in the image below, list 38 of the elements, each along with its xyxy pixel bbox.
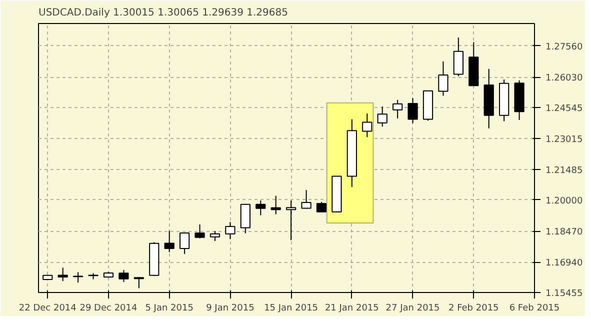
y-tick-label: 1.21485 bbox=[546, 166, 583, 176]
y-tick-label: 1.20000 bbox=[546, 196, 583, 206]
candlestick bbox=[408, 98, 418, 124]
x-tick-label: 22 Dec 2014 bbox=[18, 304, 77, 314]
candlestick bbox=[210, 230, 220, 242]
y-tick-label: 1.27560 bbox=[546, 42, 583, 52]
candlestick bbox=[270, 195, 281, 215]
chart-title: USDCAD.Daily 1.30015 1.30065 1.29639 1.29685 bbox=[38, 8, 288, 18]
x-tick-label: 6 Feb 2015 bbox=[509, 304, 560, 314]
x-tick-label: 21 Jan 2015 bbox=[324, 304, 379, 314]
y-tick-label: 1.23015 bbox=[546, 134, 583, 145]
y-tick-label: 1.16940 bbox=[546, 258, 583, 269]
x-tick-label: 27 Jan 2015 bbox=[386, 304, 440, 314]
candlestick bbox=[453, 37, 464, 77]
y-tick-label: 1.24545 bbox=[546, 104, 583, 114]
candlestick bbox=[225, 222, 236, 240]
candlestick bbox=[240, 203, 250, 234]
candlestick bbox=[286, 200, 296, 241]
candlestick bbox=[134, 276, 144, 289]
candlestick bbox=[58, 267, 68, 282]
x-tick-label: 29 Dec 2014 bbox=[80, 304, 138, 314]
candlestick bbox=[392, 99, 403, 119]
candlestick bbox=[194, 224, 205, 239]
candlestick bbox=[301, 190, 312, 210]
candlestick bbox=[164, 230, 174, 253]
x-tick-label: 5 Jan 2015 bbox=[145, 304, 194, 314]
x-tick-label: 9 Jan 2015 bbox=[206, 304, 254, 314]
x-tick-label: 15 Jan 2015 bbox=[264, 304, 318, 314]
x-tick-label: 2 Feb 2015 bbox=[448, 304, 499, 314]
candlestick bbox=[179, 232, 190, 255]
y-tick-label: 1.26030 bbox=[546, 74, 583, 84]
candlestick bbox=[118, 270, 129, 282]
candlestick bbox=[256, 200, 266, 216]
candlestick bbox=[377, 106, 388, 128]
candlestick bbox=[438, 60, 448, 96]
candlestick bbox=[72, 272, 84, 284]
y-tick-label: 1.18470 bbox=[546, 228, 583, 238]
y-tick-label: 1.15455 bbox=[546, 288, 583, 299]
